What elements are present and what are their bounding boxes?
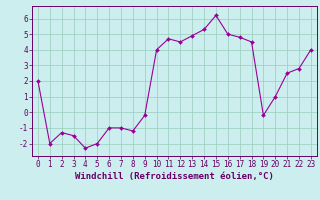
X-axis label: Windchill (Refroidissement éolien,°C): Windchill (Refroidissement éolien,°C) <box>75 172 274 181</box>
